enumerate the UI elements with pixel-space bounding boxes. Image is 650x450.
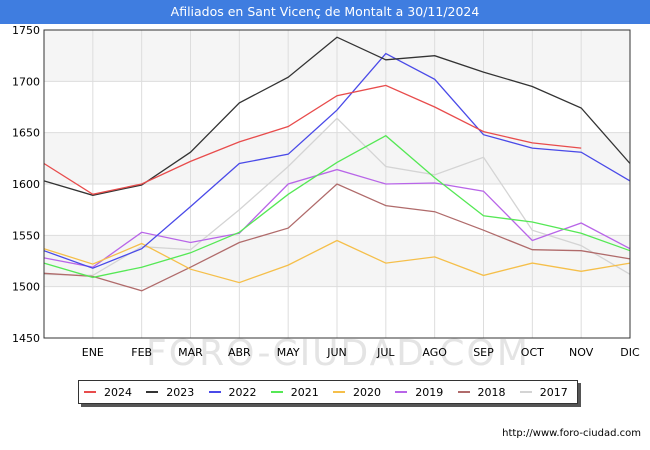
y-tick-label: 1450	[12, 332, 40, 345]
legend-item-2020: 2020	[333, 381, 381, 403]
x-tick-label: FEB	[131, 346, 152, 359]
x-tick-label: JUN	[326, 346, 347, 359]
legend-label: 2023	[166, 385, 195, 399]
y-tick-label: 1500	[12, 281, 40, 294]
legend-swatch	[146, 391, 159, 393]
y-tick-label: 1650	[12, 127, 40, 140]
legend-item-2021: 2021	[270, 381, 319, 403]
legend-label: 2021	[290, 385, 319, 399]
x-tick-label: JUL	[376, 346, 395, 359]
x-tick-label: DIC	[620, 346, 640, 359]
legend-label: 2020	[353, 385, 381, 399]
legend-swatch	[84, 391, 96, 393]
x-tick-label: MAR	[178, 346, 203, 359]
legend-swatch	[333, 391, 345, 393]
x-tick-label: ABR	[228, 346, 251, 359]
legend-item-2024: 2024	[84, 381, 132, 403]
series-line-2018	[43, 183, 631, 292]
y-tick-label: 1600	[12, 178, 40, 191]
y-tick-label: 1750	[12, 24, 40, 37]
chart-title: Afiliados en Sant Vicenç de Montalt a 30…	[0, 0, 650, 24]
x-tick-label: SEP	[473, 346, 494, 359]
legend-label: 2018	[477, 385, 506, 399]
series-line-2024	[43, 84, 582, 195]
series-line-2020	[43, 239, 631, 284]
legend-item-2022: 2022	[208, 381, 257, 403]
legend: 2024 2023 2022 2021 2020 2019 2018 2017	[78, 380, 578, 404]
plot-border	[43, 29, 631, 339]
x-tick-label: AGO	[422, 346, 447, 359]
legend-swatch	[395, 391, 408, 393]
series-line-2017	[43, 117, 631, 277]
legend-label: 2017	[539, 385, 568, 399]
legend-item-2018: 2018	[457, 381, 506, 403]
legend-label: 2024	[104, 385, 132, 399]
x-tick-label: MAY	[277, 346, 300, 359]
x-tick-label: OCT	[521, 346, 544, 359]
y-axis-ticks: 1450 1500 1550 1600 1650 1700 1750	[12, 24, 40, 345]
legend-item-2019: 2019	[395, 381, 443, 403]
series-line-2019	[43, 168, 631, 268]
legend-label: 2022	[228, 385, 257, 399]
legend-label: 2019	[415, 385, 444, 399]
y-tick-label: 1700	[12, 75, 40, 88]
legend-item-2017: 2017	[519, 381, 568, 403]
series-line-2023	[43, 36, 631, 196]
legend-swatch	[208, 391, 221, 393]
legend-swatch	[519, 391, 532, 393]
series-lines	[43, 36, 631, 292]
y-tick-label: 1550	[12, 229, 40, 242]
source-url: http://www.foro-ciudad.com	[502, 428, 641, 439]
legend-swatch	[457, 391, 470, 393]
series-line-2022	[43, 52, 631, 269]
x-tick-label: ENE	[82, 346, 104, 359]
x-tick-label: NOV	[569, 346, 594, 359]
watermark: FORO-CIUDAD.COM	[146, 333, 530, 374]
legend-swatch	[270, 391, 283, 393]
legend-item-2023: 2023	[146, 381, 194, 403]
series-line-2021	[43, 134, 631, 279]
x-axis-ticks: ENE FEB MAR ABR MAY JUN JUL AGO SEP OCT NOV DIC	[82, 346, 640, 359]
